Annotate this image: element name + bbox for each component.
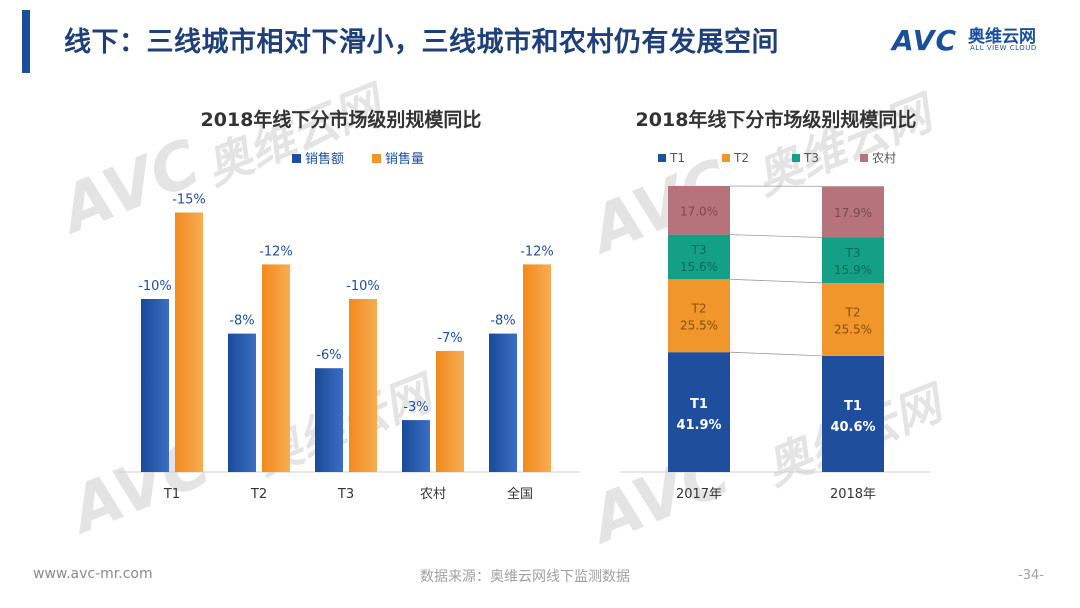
brand-logo: AVC 奥维云网 ALL VIEW CLOUD xyxy=(892,24,1036,57)
data-label: -10% xyxy=(346,279,380,294)
bar-销售量-T2 xyxy=(262,264,290,472)
segment-series-label: T3 xyxy=(691,243,707,257)
bar-销售量-全国 xyxy=(523,264,551,472)
segment-value-label: 25.5% xyxy=(680,319,718,333)
segment-value-label: 41.9% xyxy=(676,418,721,433)
segment-series-label: T3 xyxy=(845,246,861,260)
segment-value-label: 25.5% xyxy=(834,322,872,336)
segment-value-label: 40.6% xyxy=(830,420,875,435)
segment-series-label: T2 xyxy=(691,302,707,316)
data-label: -12% xyxy=(259,244,293,259)
stack-农村-2018年 xyxy=(822,186,884,238)
legend-swatch-T1 xyxy=(658,154,666,162)
legend-swatch-0 xyxy=(292,154,301,163)
page-title: 线下：三线城市相对下滑小，三线城市和农村仍有发展空间 xyxy=(64,27,779,58)
segment-series-label: T2 xyxy=(845,305,861,319)
bar-销售额-T1 xyxy=(141,299,169,472)
data-label: -7% xyxy=(437,331,462,346)
bar-销售量-T1 xyxy=(175,212,203,472)
segment-series-label: T1 xyxy=(844,399,862,414)
data-label: -6% xyxy=(316,348,341,363)
stack-T2-2017年 xyxy=(668,279,730,353)
x-tick-label: T2 xyxy=(250,487,267,502)
segment-value-label: 15.9% xyxy=(834,263,872,277)
legend-label-T1: T1 xyxy=(669,151,685,165)
legend-swatch-T3 xyxy=(792,154,800,162)
stack-T2-2018年 xyxy=(822,282,884,356)
stack-T1-2018年 xyxy=(822,355,884,472)
x-tick-label: T3 xyxy=(337,487,354,502)
legend-label-农村: 农村 xyxy=(872,151,896,165)
legend-label-1: 销售量 xyxy=(385,151,424,167)
bar-销售额-全国 xyxy=(489,333,517,472)
segment-series-label: T1 xyxy=(690,397,708,412)
x-tick-label: 2018年 xyxy=(830,487,876,502)
x-tick-label: 2017年 xyxy=(676,487,722,502)
stack-T3-2017年 xyxy=(668,234,730,280)
legend-swatch-农村 xyxy=(860,154,868,162)
logo-cn-text: 奥维云网 xyxy=(968,27,1036,47)
bar-销售量-农村 xyxy=(436,350,464,472)
connector-line xyxy=(729,278,823,284)
chart-stacked-bar: 2018年线下分市场级别规模同比 T1 T2 T3 农村 T1 41.9% T2 25.5% T3… xyxy=(620,108,930,502)
page-number: -34- xyxy=(1018,568,1044,583)
connector-line xyxy=(729,234,823,238)
bar-销售额-农村 xyxy=(402,420,430,472)
bar-销售额-T2 xyxy=(228,333,256,472)
data-label: -3% xyxy=(403,400,428,415)
stack-T3-2018年 xyxy=(822,237,884,283)
chart2-title: 2018年线下分市场级别规模同比 xyxy=(636,108,917,131)
data-label: -15% xyxy=(172,193,206,208)
x-tick-label: 全国 xyxy=(507,486,533,502)
footer-website: www.avc-mr.com xyxy=(33,566,153,582)
title-accent-bar xyxy=(22,10,30,73)
legend-label-T3: T3 xyxy=(803,151,819,165)
bar-销售额-T3 xyxy=(315,368,343,472)
chart1-title: 2018年线下分市场级别规模同比 xyxy=(201,108,482,131)
segment-value-label: 15.6% xyxy=(680,260,718,274)
x-tick-label: T1 xyxy=(163,487,180,502)
segment-value-label: 17.9% xyxy=(834,206,872,220)
legend-swatch-1 xyxy=(372,154,381,163)
connector-line xyxy=(729,351,823,357)
data-label: -8% xyxy=(229,314,254,329)
segment-value-label: 17.0% xyxy=(680,204,718,218)
stack-T1-2017年 xyxy=(668,352,730,472)
legend-swatch-T2 xyxy=(722,154,730,162)
bar-销售量-T3 xyxy=(349,299,377,472)
data-label: -12% xyxy=(520,244,554,259)
legend-label-0: 销售额 xyxy=(305,151,344,167)
data-label: -10% xyxy=(138,279,172,294)
stack-农村-2017年 xyxy=(668,186,730,235)
logo-en-text: ALL VIEW CLOUD xyxy=(970,44,1037,52)
data-label: -8% xyxy=(490,314,515,329)
logo-mark: AVC xyxy=(892,24,957,57)
footer-source: 数据来源：奥维云网线下监测数据 xyxy=(420,569,630,585)
legend-label-T2: T2 xyxy=(733,151,749,165)
x-tick-label: 农村 xyxy=(420,487,446,502)
